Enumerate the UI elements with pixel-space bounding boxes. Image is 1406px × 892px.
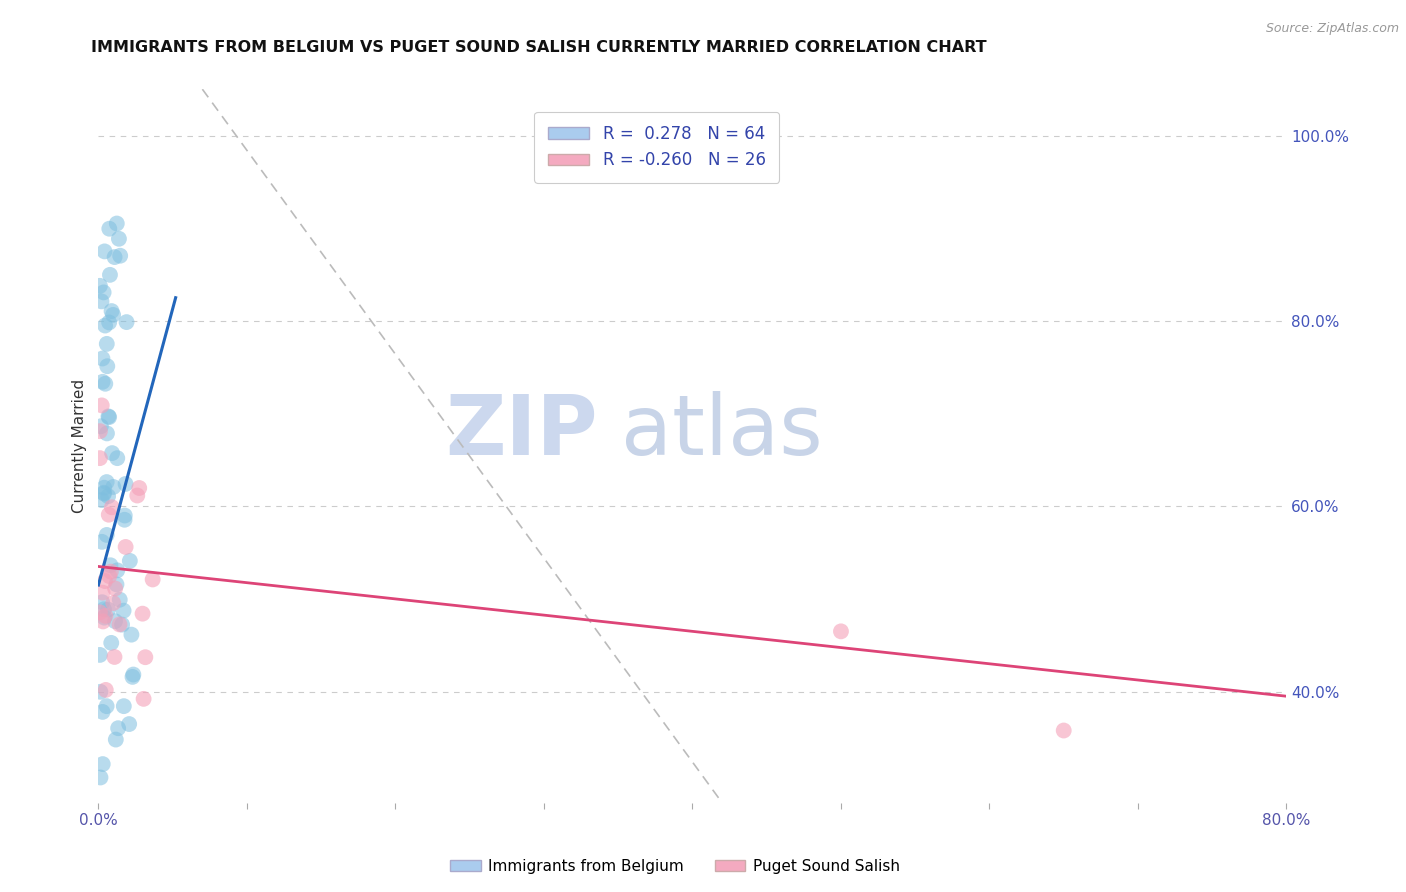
Point <box>104 582 127 596</box>
Point <box>114 513 136 527</box>
Point <box>142 573 165 587</box>
Point <box>108 232 131 246</box>
Point <box>105 217 128 231</box>
Point <box>90 419 112 434</box>
Point <box>114 477 136 491</box>
Point <box>101 500 124 515</box>
Point <box>93 602 115 616</box>
Text: Source: ZipAtlas.com: Source: ZipAtlas.com <box>1265 22 1399 36</box>
Point <box>98 268 121 282</box>
Text: atlas: atlas <box>621 392 823 472</box>
Point <box>89 606 111 620</box>
Point <box>127 489 149 503</box>
Point <box>101 308 124 322</box>
Point <box>91 705 114 719</box>
Point <box>111 617 134 632</box>
Point <box>97 489 120 503</box>
Point <box>100 565 122 579</box>
Point <box>101 446 124 460</box>
Point <box>89 451 111 466</box>
Point <box>107 721 129 735</box>
Point <box>89 685 111 699</box>
Point <box>93 485 115 500</box>
Point <box>98 221 121 235</box>
Point <box>104 614 127 628</box>
Point <box>90 493 112 508</box>
Point <box>112 604 135 618</box>
Point <box>122 667 145 681</box>
Y-axis label: Currently Married: Currently Married <box>72 379 87 513</box>
Legend: Immigrants from Belgium, Puget Sound Salish: Immigrants from Belgium, Puget Sound Sal… <box>444 853 905 880</box>
Point <box>96 475 118 489</box>
Point <box>97 409 120 424</box>
Point <box>93 481 115 495</box>
Point <box>105 563 128 577</box>
Point <box>94 318 117 333</box>
Point <box>118 554 141 568</box>
Point <box>89 771 111 785</box>
Point <box>90 398 112 412</box>
Point <box>121 670 143 684</box>
Point <box>89 278 111 293</box>
Point <box>134 650 156 665</box>
Point <box>91 615 114 629</box>
Point <box>90 294 112 309</box>
Point <box>91 585 114 599</box>
Point <box>90 534 112 549</box>
Point <box>93 610 115 624</box>
Point <box>120 627 142 641</box>
Point <box>94 608 117 623</box>
Point <box>100 304 122 318</box>
Point <box>93 244 115 259</box>
Point <box>96 426 118 441</box>
Point <box>112 699 135 714</box>
Point <box>97 508 120 522</box>
Point <box>105 451 128 466</box>
Legend: R =  0.278   N = 64, R = -0.260   N = 26: R = 0.278 N = 64, R = -0.260 N = 26 <box>534 112 779 183</box>
Point <box>108 592 131 607</box>
Text: IMMIGRANTS FROM BELGIUM VS PUGET SOUND SALISH CURRENTLY MARRIED CORRELATION CHAR: IMMIGRANTS FROM BELGIUM VS PUGET SOUND S… <box>91 40 987 55</box>
Point <box>91 757 114 772</box>
Point <box>91 351 114 366</box>
Point <box>94 682 117 697</box>
Point <box>103 596 125 610</box>
Point <box>96 699 118 714</box>
Point <box>91 375 114 389</box>
Point <box>96 359 118 374</box>
Point <box>98 315 121 329</box>
Point <box>830 624 852 639</box>
Point <box>100 558 122 573</box>
Point <box>103 650 125 665</box>
Point <box>104 732 127 747</box>
Point <box>131 607 153 621</box>
Point <box>132 691 155 706</box>
Point <box>118 717 141 731</box>
Point <box>93 285 115 300</box>
Point <box>97 602 120 616</box>
Point <box>105 577 128 591</box>
Point <box>115 315 138 329</box>
Point <box>98 569 121 583</box>
Point <box>1053 723 1076 738</box>
Point <box>128 481 150 495</box>
Point <box>100 636 122 650</box>
Point <box>114 540 136 554</box>
Text: ZIP: ZIP <box>444 392 598 472</box>
Point <box>114 508 136 523</box>
Point <box>94 574 117 588</box>
Point <box>108 617 131 632</box>
Point <box>94 376 117 391</box>
Point <box>96 528 118 542</box>
Point <box>89 424 111 438</box>
Point <box>96 337 118 351</box>
Point <box>108 249 131 263</box>
Point <box>89 648 111 662</box>
Point <box>104 250 127 264</box>
Point <box>93 486 115 500</box>
Point <box>91 595 114 609</box>
Point <box>103 480 125 494</box>
Point <box>98 410 121 425</box>
